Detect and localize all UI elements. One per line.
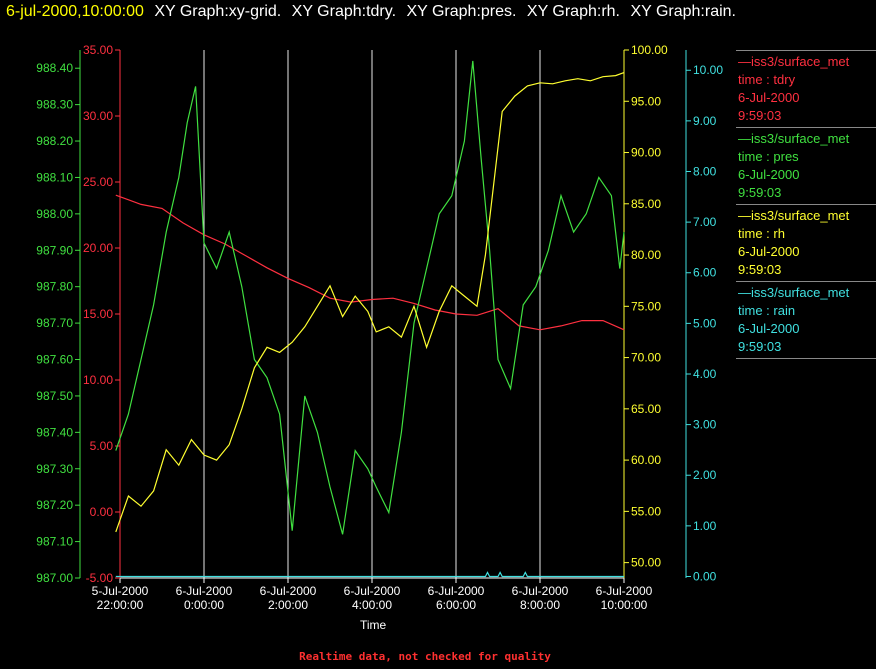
x-tick-label-date: 6-Jul-2000	[176, 584, 233, 598]
y-tick-label-rh: 95.00	[631, 94, 661, 108]
legend-time: 9:59:03	[738, 108, 782, 123]
x-tick-label-time: 2:00:00	[268, 598, 308, 612]
graph-title-rain: XY Graph:rain.	[630, 3, 736, 20]
legend-time: 9:59:03	[738, 339, 782, 354]
graph-title-pres: XY Graph:pres.	[406, 3, 517, 20]
y-tick-label-rain: 9.00	[693, 114, 717, 128]
y-tick-label-pres: 987.30	[36, 462, 73, 476]
graph-title-tdry: XY Graph:tdry.	[291, 3, 397, 20]
x-tick-label-date: 6-Jul-2000	[428, 584, 485, 598]
y-tick-label-pres: 987.50	[36, 389, 73, 403]
y-tick-label-rain: 6.00	[693, 266, 717, 280]
series-line-rh	[115, 72, 625, 533]
legend-date: 6-Jul-2000	[738, 90, 800, 105]
y-tick-label-pres: 987.10	[36, 535, 73, 549]
y-tick-label-tdry: 15.00	[83, 307, 113, 321]
y-tick-label-tdry: 20.00	[83, 241, 113, 255]
x-tick-label-date: 6-Jul-2000	[344, 584, 401, 598]
y-tick-label-pres: 988.10	[36, 170, 73, 184]
y-tick-label-rh: 70.00	[631, 351, 661, 365]
y-tick-label-rain: 0.00	[693, 569, 717, 583]
x-tick-label-time: 10:00:00	[601, 598, 648, 612]
x-tick-label-date: 5-Jul-2000	[92, 584, 149, 598]
y-tick-label-tdry: 35.00	[83, 43, 113, 57]
legend-source: —iss3/surface_met	[738, 131, 850, 146]
y-tick-label-pres: 987.80	[36, 280, 73, 294]
legend-time: 9:59:03	[738, 185, 782, 200]
y-tick-label-rh: 65.00	[631, 402, 661, 416]
y-tick-label-rh: 75.00	[631, 299, 661, 313]
y-tick-label-tdry: 25.00	[83, 175, 113, 189]
y-tick-label-rain: 2.00	[693, 468, 717, 482]
x-tick-label-time: 4:00:00	[352, 598, 392, 612]
y-tick-label-pres: 987.40	[36, 425, 73, 439]
y-tick-label-rh: 90.00	[631, 146, 661, 160]
legend: —iss3/surface_met time : tdry 6-Jul-2000…	[736, 50, 876, 359]
legend-entry-pres: —iss3/surface_met time : pres 6-Jul-2000…	[736, 127, 876, 204]
legend-entry-rain: —iss3/surface_met time : rain 6-Jul-2000…	[736, 281, 876, 359]
x-tick-label-time: 0:00:00	[184, 598, 224, 612]
graph-title-rh: XY Graph:rh.	[526, 3, 620, 20]
y-tick-label-rain: 7.00	[693, 215, 717, 229]
y-tick-label-rain: 4.00	[693, 367, 717, 381]
y-tick-label-pres: 988.00	[36, 207, 73, 221]
legend-date: 6-Jul-2000	[738, 244, 800, 259]
y-tick-label-pres: 988.20	[36, 134, 73, 148]
y-tick-label-tdry: -5.00	[86, 571, 114, 585]
y-tick-label-tdry: 0.00	[90, 505, 114, 519]
legend-date: 6-Jul-2000	[738, 321, 800, 336]
legend-source: —iss3/surface_met	[738, 285, 850, 300]
chart-header: 6-jul-2000,10:00:00 XY Graph:xy-grid. XY…	[6, 3, 736, 21]
y-tick-label-rh: 100.00	[631, 43, 668, 57]
legend-variable: time : tdry	[738, 72, 796, 87]
legend-variable: time : rain	[738, 303, 796, 318]
legend-entry-tdry: —iss3/surface_met time : tdry 6-Jul-2000…	[736, 50, 876, 127]
x-tick-label-time: 6:00:00	[436, 598, 476, 612]
y-tick-label-rh: 80.00	[631, 248, 661, 262]
legend-source: —iss3/surface_met	[738, 54, 850, 69]
y-tick-label-pres: 987.90	[36, 243, 73, 257]
x-tick-label-date: 6-Jul-2000	[596, 584, 653, 598]
legend-time: 9:59:03	[738, 262, 782, 277]
legend-variable: time : pres	[738, 149, 799, 164]
y-tick-label-rain: 1.00	[693, 519, 717, 533]
y-tick-label-pres: 987.60	[36, 353, 73, 367]
series-line-tdry	[115, 194, 625, 331]
y-tick-label-rh: 60.00	[631, 453, 661, 467]
y-tick-label-rain: 8.00	[693, 164, 717, 178]
y-tick-label-tdry: 10.00	[83, 373, 113, 387]
legend-variable: time : rh	[738, 226, 785, 241]
y-tick-label-pres: 987.70	[36, 316, 73, 330]
x-tick-label-time: 8:00:00	[520, 598, 560, 612]
y-tick-label-rh: 85.00	[631, 197, 661, 211]
y-tick-label-rain: 10.00	[693, 63, 723, 77]
y-tick-label-pres: 988.40	[36, 61, 73, 75]
x-tick-label-date: 6-Jul-2000	[260, 584, 317, 598]
graph-title-xy-grid: XY Graph:xy-grid.	[154, 3, 282, 20]
y-tick-label-tdry: 5.00	[90, 439, 114, 453]
y-tick-label-rain: 3.00	[693, 418, 717, 432]
legend-entry-rh: —iss3/surface_met time : rh 6-Jul-2000 9…	[736, 204, 876, 281]
header-timestamp: 6-jul-2000,10:00:00	[6, 3, 144, 20]
y-tick-label-pres: 987.00	[36, 571, 73, 585]
quality-warning: Realtime data, not checked for quality	[299, 650, 551, 663]
series-line-rain	[115, 571, 624, 578]
legend-date: 6-Jul-2000	[738, 167, 800, 182]
y-tick-label-rain: 5.00	[693, 316, 717, 330]
legend-source: —iss3/surface_met	[738, 208, 850, 223]
y-tick-label-tdry: 30.00	[83, 109, 113, 123]
y-tick-label-pres: 988.30	[36, 98, 73, 112]
y-tick-label-pres: 987.20	[36, 498, 73, 512]
series-line-pres	[115, 60, 625, 535]
y-tick-label-rh: 50.00	[631, 556, 661, 570]
x-tick-label-time: 22:00:00	[97, 598, 144, 612]
x-axis-title: Time	[360, 618, 387, 632]
x-tick-label-date: 6-Jul-2000	[512, 584, 569, 598]
y-tick-label-rh: 55.00	[631, 504, 661, 518]
